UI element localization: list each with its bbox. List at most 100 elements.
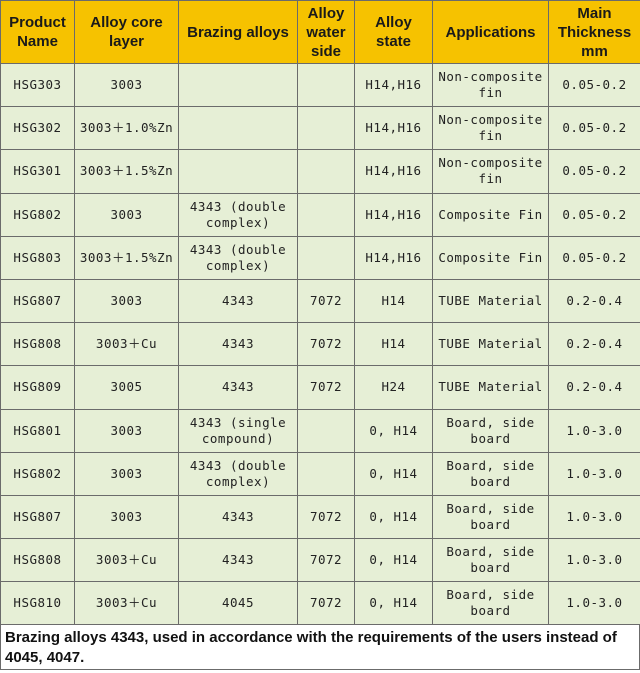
table-cell: H14,H16 <box>354 235 433 280</box>
table-cell: 3003 <box>74 192 179 237</box>
table-row: HSG801 3003 4343 (single compound) 0, H14 Bo… <box>0 408 640 453</box>
table-cell: 0, H14 <box>354 538 433 583</box>
table-cell: 7072 <box>297 322 355 367</box>
table-cell: 3003＋Cu <box>74 322 179 367</box>
table-cell: 0.05-0.2 <box>548 62 640 108</box>
table-cell: 3003 <box>74 494 179 540</box>
table-cell: 3003＋1.5%Zn <box>74 149 179 194</box>
table-cell: 4343 (single compound) <box>178 408 298 453</box>
table-cell <box>297 235 355 280</box>
table-cell: 0.2-0.4 <box>548 278 640 324</box>
table-cell: 3003 <box>74 278 179 324</box>
table-cell: Board, side board <box>432 408 549 453</box>
table-cell <box>178 149 298 194</box>
table-cell <box>297 62 355 108</box>
table-cell: 1.0-3.0 <box>548 494 640 540</box>
table-cell: 3005 <box>74 365 179 410</box>
table-row: HSG807 3003 4343 7072 H14 TUBE Material 0.2-0.… <box>0 278 640 324</box>
table-cell: HSG808 <box>0 538 75 583</box>
table-body: HSG303 3003 H14,H16 Non-composite fin 0.05-0… <box>0 62 640 626</box>
table-cell: HSG801 <box>0 408 75 453</box>
table-cell: H14,H16 <box>354 192 433 237</box>
table-cell: 3003＋1.5%Zn <box>74 235 179 280</box>
header-row: Product Name Alloy core layer Brazing allo… <box>0 0 640 64</box>
table-cell: HSG803 <box>0 235 75 280</box>
table-cell: 3003＋Cu <box>74 581 179 626</box>
table-cell: 7072 <box>297 538 355 583</box>
table-cell: Board, side board <box>432 581 549 626</box>
table-cell: 0, H14 <box>354 408 433 453</box>
table-cell: 3003＋Cu <box>74 538 179 583</box>
header-cell: Main Thickness mm <box>548 0 640 64</box>
table-cell: 0, H14 <box>354 494 433 540</box>
table-cell: 7072 <box>297 278 355 324</box>
table-cell: TUBE Material <box>432 278 549 324</box>
table-cell <box>297 192 355 237</box>
table-cell: 1.0-3.0 <box>548 538 640 583</box>
header-cell: Alloy water side <box>297 0 355 64</box>
table-cell: 7072 <box>297 365 355 410</box>
spec-table: Product Name Alloy core layer Brazing allo… <box>0 0 640 626</box>
table-cell: H14,H16 <box>354 106 433 151</box>
table-cell: 4343 <box>178 322 298 367</box>
table-cell: Composite Fin <box>432 235 549 280</box>
table-cell: 1.0-3.0 <box>548 581 640 626</box>
table-cell: 4343 <box>178 365 298 410</box>
table-cell: HSG807 <box>0 278 75 324</box>
table-cell: 3003 <box>74 62 179 108</box>
table-cell: 4343 (double complex) <box>178 235 298 280</box>
table-cell: 0.2-0.4 <box>548 322 640 367</box>
table-cell: Non-composite fin <box>432 106 549 151</box>
table-cell <box>178 106 298 151</box>
table-cell: 0.05-0.2 <box>548 106 640 151</box>
table-cell: H14,H16 <box>354 62 433 108</box>
table-cell: HSG802 <box>0 192 75 237</box>
table-cell: H14,H16 <box>354 149 433 194</box>
table-cell <box>178 62 298 108</box>
table-cell: 0, H14 <box>354 451 433 496</box>
table-cell: 7072 <box>297 581 355 626</box>
table-cell: TUBE Material <box>432 322 549 367</box>
header-cell: Applications <box>432 0 549 64</box>
table-row: HSG301 3003＋1.5%Zn H14,H16 Non-composite fi… <box>0 149 640 194</box>
table-cell: 4343 (double complex) <box>178 451 298 496</box>
table-cell: 4343 <box>178 538 298 583</box>
table-cell: 7072 <box>297 494 355 540</box>
table-cell: TUBE Material <box>432 365 549 410</box>
table-cell: 4343 <box>178 494 298 540</box>
header-cell: Product Name <box>0 0 75 64</box>
table-row: HSG807 3003 4343 7072 0, H14 Board, side boar… <box>0 494 640 540</box>
table-cell: Non-composite fin <box>432 149 549 194</box>
table-cell: Board, side board <box>432 451 549 496</box>
table-cell <box>297 408 355 453</box>
footnote: Brazing alloys 4343, used in accordance … <box>0 625 640 671</box>
table-cell: 3003＋1.0%Zn <box>74 106 179 151</box>
table-cell: 4343 <box>178 278 298 324</box>
table-row: HSG810 3003＋Cu 4045 7072 0, H14 Board, side b… <box>0 581 640 626</box>
table-cell: HSG808 <box>0 322 75 367</box>
table-row: HSG808 3003＋Cu 4343 7072 0, H14 Board, side b… <box>0 538 640 583</box>
table-cell: 0.2-0.4 <box>548 365 640 410</box>
table-cell: 0.05-0.2 <box>548 235 640 280</box>
table-row: HSG802 3003 4343 (double complex) H14,H16 Co… <box>0 192 640 237</box>
header-cell: Brazing alloys <box>178 0 298 64</box>
table-cell: Board, side board <box>432 494 549 540</box>
table-row: HSG809 3005 4343 7072 H24 TUBE Material 0.2-0.… <box>0 365 640 410</box>
table-cell: Board, side board <box>432 538 549 583</box>
table-cell: HSG303 <box>0 62 75 108</box>
table-cell: HSG302 <box>0 106 75 151</box>
table-cell: 0.05-0.2 <box>548 149 640 194</box>
table-cell: 3003 <box>74 408 179 453</box>
table-row: HSG802 3003 4343 (double complex) 0, H14 Boa… <box>0 451 640 496</box>
table-cell: HSG301 <box>0 149 75 194</box>
table-cell: 1.0-3.0 <box>548 451 640 496</box>
table-cell: Non-composite fin <box>432 62 549 108</box>
table-row: HSG302 3003＋1.0%Zn H14,H16 Non-composite fi… <box>0 106 640 151</box>
table-cell: HSG807 <box>0 494 75 540</box>
table-cell: 1.0-3.0 <box>548 408 640 453</box>
table-cell <box>297 451 355 496</box>
header-cell: Alloy core layer <box>74 0 179 64</box>
table-row: HSG303 3003 H14,H16 Non-composite fin 0.05-0… <box>0 62 640 108</box>
table-cell <box>297 106 355 151</box>
